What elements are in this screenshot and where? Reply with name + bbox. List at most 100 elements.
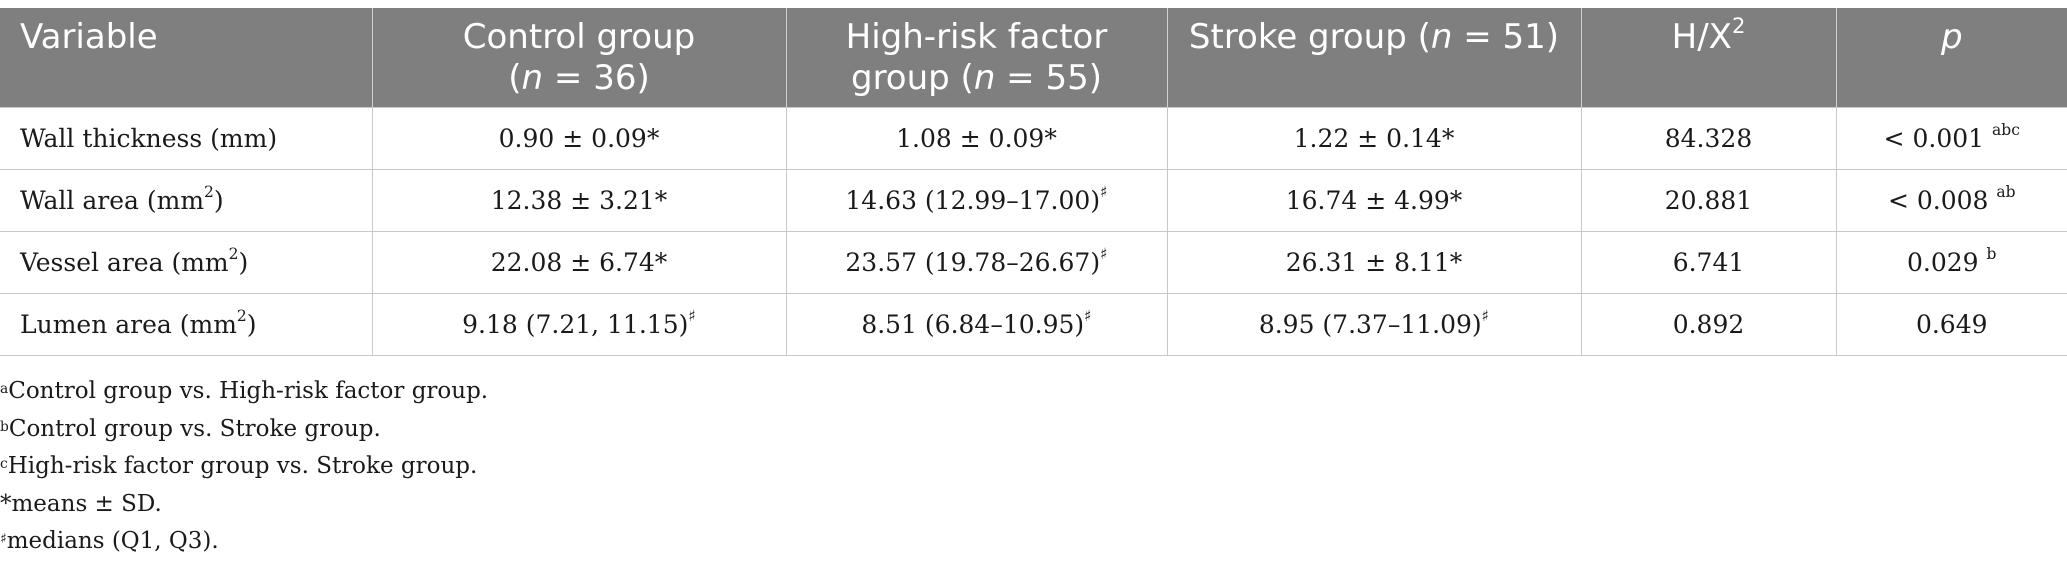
footnote-c: cHigh-risk factor group vs. Stroke group…	[0, 448, 488, 486]
stroke-sup: ♯	[1481, 307, 1490, 326]
table-header: Variable Control group (n = 36) High-ris…	[0, 8, 2067, 108]
highrisk-value: 23.57 (19.78–26.67)	[845, 248, 1101, 277]
cell-hx: 20.881	[1580, 169, 1836, 232]
cell-control: 22.08 ± 6.74*	[371, 231, 786, 294]
control-value: 0.90 ± 0.09*	[498, 124, 660, 153]
variable-text: Lumen area (mm	[20, 310, 237, 339]
header-highrisk-group: High-risk factor group (n = 55)	[785, 8, 1167, 108]
p-value: 0.029	[1907, 248, 1987, 277]
variable-text: Vessel area (mm	[20, 248, 229, 277]
cell-p: < 0.008 ab	[1835, 169, 2067, 232]
highrisk-value: 8.51 (6.84–10.95)	[861, 310, 1085, 339]
cell-hx: 0.892	[1580, 293, 1836, 356]
cell-highrisk: 8.51 (6.84–10.95)♯	[785, 293, 1167, 356]
cell-p: < 0.001 abc	[1835, 107, 2067, 170]
header-stroke-prefix: Stroke group (	[1188, 17, 1431, 57]
hx-value: 0.892	[1672, 310, 1745, 339]
p-value: 0.649	[1915, 310, 1988, 339]
table-row: Wall thickness (mm) 0.90 ± 0.09* 1.08 ± …	[0, 107, 2067, 170]
table-row: Lumen area (mm2) 9.18 (7.21, 11.15)♯ 8.5…	[0, 293, 2067, 356]
table-row: Wall area (mm2) 12.38 ± 3.21* 14.63 (12.…	[0, 169, 2067, 232]
stroke-value: 26.31 ± 8.11*	[1285, 248, 1463, 277]
header-p: p	[1835, 8, 2067, 108]
cell-p: 0.029 b	[1835, 231, 2067, 294]
footnote-text: medians (Q1, Q3).	[6, 528, 219, 554]
cell-variable: Lumen area (mm2)	[0, 293, 372, 356]
hx-value: 6.741	[1672, 248, 1745, 277]
stroke-value: 16.74 ± 4.99*	[1285, 186, 1463, 215]
cell-hx: 6.741	[1580, 231, 1836, 294]
table-row: Vessel area (mm2) 22.08 ± 6.74* 23.57 (1…	[0, 231, 2067, 294]
header-control-group: Control group (n = 36)	[371, 8, 786, 108]
variable-text: Wall area (mm	[20, 186, 205, 215]
stroke-value: 1.22 ± 0.14*	[1293, 124, 1455, 153]
header-highrisk-n-suffix: = 55)	[995, 58, 1103, 98]
cell-variable: Wall thickness (mm)	[0, 107, 372, 170]
highrisk-value: 14.63 (12.99–17.00)	[845, 186, 1101, 215]
cell-highrisk: 1.08 ± 0.09*	[785, 107, 1167, 170]
hx-value: 84.328	[1664, 124, 1753, 153]
cell-stroke: 16.74 ± 4.99*	[1166, 169, 1581, 232]
cell-control: 0.90 ± 0.09*	[371, 107, 786, 170]
footnote-mark: ♯	[0, 531, 7, 548]
cell-highrisk: 14.63 (12.99–17.00)♯	[785, 169, 1167, 232]
highrisk-value: 1.08 ± 0.09*	[896, 124, 1057, 153]
control-value: 22.08 ± 6.74*	[490, 248, 668, 277]
cell-control: 9.18 (7.21, 11.15)♯	[371, 293, 786, 356]
table-body: Wall thickness (mm) 0.90 ± 0.09* 1.08 ± …	[0, 107, 2067, 356]
control-value: 9.18 (7.21, 11.15)	[462, 310, 689, 339]
header-hx-sup: 2	[1731, 12, 1746, 38]
p-sup: b	[1986, 245, 1997, 264]
cell-stroke: 1.22 ± 0.14*	[1166, 107, 1581, 170]
footnote-text: Control group vs. High-risk factor group…	[8, 378, 489, 404]
variable-sup: 2	[236, 307, 247, 326]
p-value: < 0.008	[1887, 186, 1997, 215]
variable-suffix: )	[213, 186, 224, 215]
control-sup: ♯	[688, 307, 696, 326]
cell-highrisk: 23.57 (19.78–26.67)♯	[785, 231, 1167, 294]
table-container: Variable Control group (n = 36) High-ris…	[0, 8, 2067, 356]
header-control-n-var: n	[521, 58, 544, 98]
variable-suffix: )	[238, 248, 249, 277]
footnote-mark: a	[0, 381, 9, 398]
table-footnotes: aControl group vs. High-risk factor grou…	[0, 373, 488, 561]
footnote-a: aControl group vs. High-risk factor grou…	[0, 373, 488, 411]
header-p-text: p	[1940, 17, 1963, 57]
header-control-n-suffix: = 36)	[543, 58, 650, 98]
cell-hx: 84.328	[1580, 107, 1836, 170]
footnote-text: *means ± SD.	[0, 490, 162, 517]
header-control-n-prefix: (	[508, 58, 522, 98]
header-stroke-n-var: n	[1430, 17, 1453, 57]
header-control-line1: Control group	[462, 17, 696, 57]
variable-suffix: )	[246, 310, 257, 339]
hx-value: 20.881	[1664, 186, 1753, 215]
header-stroke-n-suffix: = 51)	[1452, 17, 1560, 57]
variable-text: Wall thickness (mm)	[20, 124, 278, 153]
stroke-value: 8.95 (7.37–11.09)	[1258, 310, 1482, 339]
header-highrisk-n-var: n	[973, 58, 996, 98]
variable-sup: 2	[204, 183, 214, 202]
footnote-text: High-risk factor group vs. Stroke group.	[7, 453, 478, 479]
header-h-x2: H/X2	[1580, 8, 1836, 108]
footnote-medians: ♯medians (Q1, Q3).	[0, 523, 488, 561]
header-variable: Variable	[0, 8, 372, 108]
cell-stroke: 26.31 ± 8.11*	[1166, 231, 1581, 294]
variable-sup: 2	[228, 245, 239, 264]
highrisk-sup: ♯	[1084, 307, 1092, 326]
header-stroke-group: Stroke group (n = 51)	[1166, 8, 1581, 108]
header-hx-base: H/X	[1671, 17, 1732, 57]
data-table: Variable Control group (n = 36) High-ris…	[0, 8, 2067, 356]
header-variable-text: Variable	[20, 17, 158, 57]
highrisk-sup: ♯	[1100, 245, 1108, 264]
cell-stroke: 8.95 (7.37–11.09)♯	[1166, 293, 1581, 356]
cell-variable: Wall area (mm2)	[0, 169, 372, 232]
footnote-mark: b	[0, 418, 9, 435]
cell-p: 0.649	[1835, 293, 2067, 356]
control-value: 12.38 ± 3.21*	[490, 186, 668, 215]
highrisk-sup: ♯	[1100, 183, 1108, 202]
p-sup: ab	[1996, 183, 2016, 202]
cell-control: 12.38 ± 3.21*	[371, 169, 786, 232]
footnote-text: Control group vs. Stroke group.	[8, 415, 381, 442]
footnote-b: bControl group vs. Stroke group.	[0, 411, 488, 449]
header-highrisk-line1: High-risk factor	[845, 17, 1108, 57]
